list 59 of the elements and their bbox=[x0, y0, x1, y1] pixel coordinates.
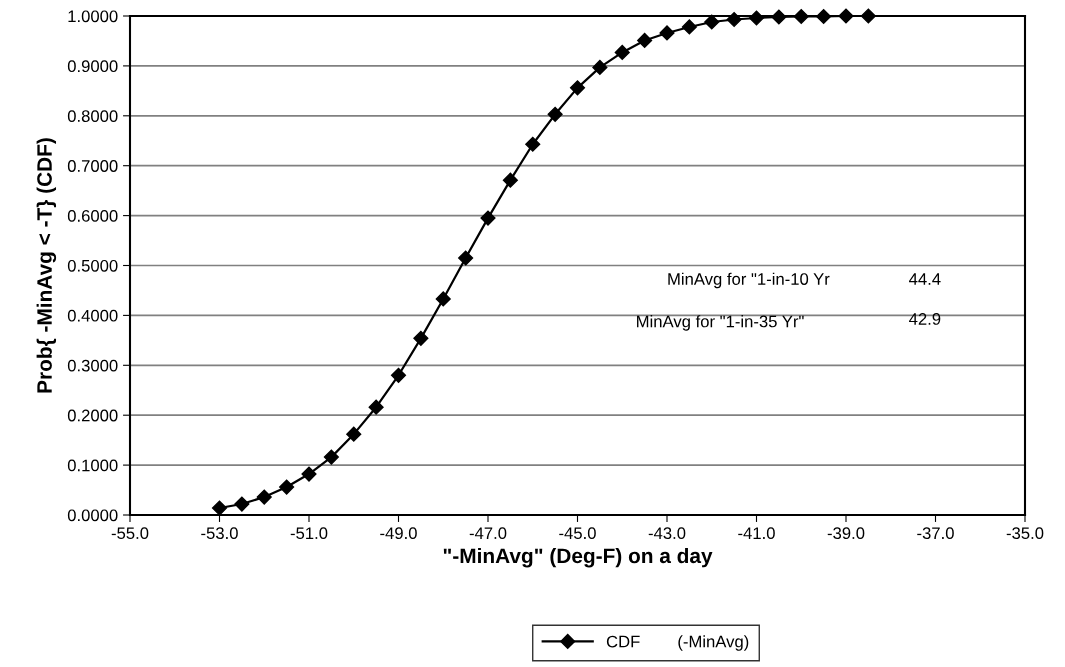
point bbox=[256, 489, 272, 505]
point bbox=[704, 14, 720, 30]
point bbox=[234, 496, 250, 512]
point bbox=[681, 19, 697, 35]
y-tick-label: 0.2000 bbox=[67, 409, 118, 422]
x-tick-label: -43.0 bbox=[648, 527, 686, 540]
annotation: MinAvg for "1-in-10 Yr bbox=[668, 272, 830, 289]
x-tick-label: -49.0 bbox=[380, 527, 417, 540]
x-tick-label: -35.0 bbox=[1006, 527, 1044, 540]
x-tick-label: -47.0 bbox=[469, 527, 507, 540]
point bbox=[390, 367, 407, 383]
point bbox=[771, 9, 787, 25]
point bbox=[592, 59, 608, 75]
point bbox=[323, 449, 339, 465]
x-tick-label: -39.0 bbox=[827, 527, 865, 540]
point bbox=[793, 8, 809, 25]
point bbox=[659, 25, 675, 41]
point bbox=[816, 8, 832, 25]
x-tick-label: -53.0 bbox=[201, 527, 238, 540]
y-tick-label: 0.4000 bbox=[67, 309, 118, 322]
point bbox=[346, 426, 362, 442]
point bbox=[279, 479, 295, 495]
point bbox=[726, 11, 742, 28]
y-tick-label: 0.5000 bbox=[67, 259, 118, 272]
x-tick-label: -37.0 bbox=[917, 527, 954, 540]
point bbox=[368, 399, 384, 415]
annotation: 42.9 bbox=[909, 313, 941, 325]
y-tick-label: 0.9000 bbox=[67, 60, 118, 73]
x-axis-title: "-MinAvg" (Deg-F) on a day bbox=[443, 547, 713, 568]
annotation: MinAvg for "1-in-35 Yr" bbox=[637, 315, 804, 331]
point bbox=[838, 8, 854, 24]
point bbox=[435, 291, 451, 307]
point bbox=[547, 106, 563, 122]
point bbox=[614, 44, 630, 60]
point bbox=[458, 250, 474, 266]
x-tick-label: -45.0 bbox=[559, 527, 596, 540]
point bbox=[502, 172, 518, 188]
point bbox=[637, 32, 653, 49]
y-axis-title: Prob{ -MinAvg < -T} (CDF) bbox=[36, 138, 57, 393]
point bbox=[480, 210, 496, 226]
point bbox=[301, 466, 317, 482]
y-tick-label: 0.3000 bbox=[67, 359, 118, 372]
point bbox=[569, 80, 586, 96]
point bbox=[860, 8, 876, 24]
y-tick-label: 0.7000 bbox=[67, 160, 118, 172]
y-tick-label: 0.0000 bbox=[67, 509, 118, 522]
y-tick-label: 0.6000 bbox=[67, 210, 118, 222]
y-tick-label: 1.0000 bbox=[68, 10, 118, 23]
point bbox=[525, 136, 541, 152]
point bbox=[748, 10, 765, 26]
point bbox=[211, 500, 228, 516]
y-tick-label: 0.8000 bbox=[67, 110, 118, 122]
point bbox=[413, 330, 429, 346]
x-tick-label: -55.0 bbox=[111, 527, 149, 540]
x-tick-label: -51.0 bbox=[290, 527, 328, 540]
x-tick-label: -41.0 bbox=[738, 527, 775, 540]
annotation: 44.4 bbox=[909, 273, 941, 285]
legend-label: CDF (-MinAvg) bbox=[606, 635, 749, 651]
y-tick-label: 0.1000 bbox=[67, 459, 118, 472]
